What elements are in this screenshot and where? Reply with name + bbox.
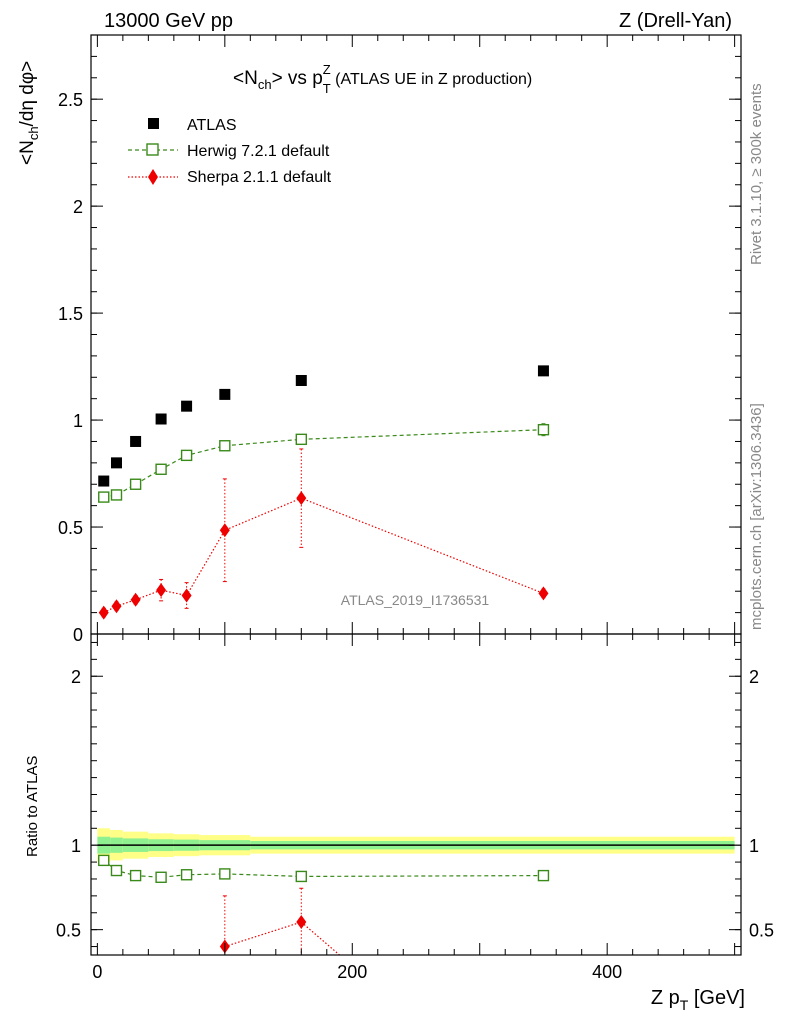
herwig-point — [219, 440, 231, 452]
main-ytick-label: 0.5 — [58, 518, 83, 538]
ylabel-n: <N — [17, 140, 38, 165]
ratio-sherpa-line — [224, 921, 340, 955]
main-ytick-label: 0 — [73, 625, 83, 645]
ratio-ytick-label: 0.5 — [56, 921, 81, 941]
energy-label: 13000 GeV pp — [104, 10, 233, 32]
ratio-sherpa-group — [219, 887, 340, 955]
xtick-label: 400 — [592, 962, 622, 982]
main-ytick-label: 2 — [73, 197, 83, 217]
ratio-ytick-label-right: 0.5 — [749, 921, 774, 941]
legend: ATLAS Herwig 7.2.1 default Sherpa 2.1.1 … — [128, 117, 332, 186]
plot-title: <Nch> vs pZ T (ATLAS UE in Z production) — [233, 62, 532, 96]
legend-sherpa-label: Sherpa 2.1.1 default — [187, 169, 332, 186]
ratio-herwig-point — [537, 869, 550, 882]
herwig-point — [98, 491, 110, 503]
herwig-point — [155, 463, 167, 475]
ratio-ytick-label-right: 2 — [749, 667, 759, 687]
xtick-label: 0 — [92, 962, 102, 982]
herwig-line — [103, 429, 544, 498]
atlas-point — [155, 413, 167, 425]
main-ytick-label: 2.5 — [58, 90, 83, 110]
sherpa-point — [296, 491, 307, 506]
title-vs: > vs p — [272, 68, 323, 89]
sherpa-point — [538, 586, 549, 601]
legend-sherpa-marker — [148, 169, 158, 185]
ratio-ytick-label: 1 — [71, 836, 81, 856]
herwig-point — [129, 478, 142, 490]
xlabel-zp: Z p — [651, 987, 680, 1009]
ratio-ylabel: Ratio to ATLAS — [24, 756, 41, 857]
rivet-label: Rivet 3.1.10, ≥ 300k events — [748, 83, 765, 265]
ratio-herwig-point — [219, 868, 231, 880]
sherpa-point — [219, 523, 230, 538]
xlabel-unit: [GeV] — [688, 987, 745, 1009]
ylabel-rest: /dη dφ> — [17, 61, 38, 127]
atlas-point — [110, 457, 122, 469]
main-ytick-label: 1 — [73, 411, 83, 431]
ratio-herwig-point — [110, 864, 123, 877]
atlas-point — [295, 374, 307, 386]
ratio-herwig-point — [98, 854, 110, 867]
atlas-point — [219, 388, 231, 400]
title-z: Z — [323, 62, 331, 77]
sherpa-point — [111, 599, 122, 614]
ratio-herwig-point — [180, 869, 193, 881]
sherpa-point — [130, 592, 141, 607]
title-t: T — [323, 81, 331, 96]
main-ytick-label: 1.5 — [58, 304, 83, 324]
ratio-herwig-line — [103, 859, 544, 878]
mcplots-label: mcplots.cern.ch [arXiv:1306.3436] — [748, 403, 765, 630]
sherpa-point — [181, 588, 192, 603]
legend-atlas-label: ATLAS — [187, 117, 237, 134]
herwig-point — [295, 433, 307, 446]
ratio-herwig-point — [129, 869, 142, 882]
analysis-watermark: ATLAS_2019_I1736531 — [341, 592, 490, 608]
atlas-point — [98, 475, 110, 487]
legend-herwig-label: Herwig 7.2.1 default — [187, 143, 330, 160]
atlas-point — [181, 400, 193, 412]
ratio-panel-frame — [90, 633, 742, 956]
xlabel-t: T — [680, 997, 689, 1013]
process-label: Z (Drell-Yan) — [619, 10, 732, 32]
herwig-point — [180, 449, 193, 462]
herwig-point — [537, 423, 550, 436]
ratio-ytick-label: 2 — [71, 667, 81, 687]
atlas-point — [130, 435, 142, 447]
ylabel-ch: ch — [26, 126, 41, 140]
ratio-herwig-point — [295, 870, 307, 883]
sherpa-point — [156, 583, 167, 598]
main-ylabel: <Nch/dη dφ> — [17, 61, 41, 165]
xtick-label: 200 — [337, 962, 367, 982]
herwig-point — [110, 489, 123, 501]
title-ch: ch — [258, 77, 272, 92]
atlas-point — [537, 365, 549, 377]
ratio-herwig-point — [155, 871, 167, 883]
xlabel: Z pT [GeV] — [651, 987, 745, 1013]
ratio-ytick-label-right: 1 — [749, 836, 759, 856]
ratio-sherpa-point — [296, 915, 307, 930]
title-rest: (ATLAS UE in Z production) — [331, 71, 533, 88]
legend-atlas-marker — [148, 118, 159, 129]
sherpa-point — [98, 605, 109, 620]
legend-herwig-marker — [146, 143, 159, 156]
title-n: <N — [233, 68, 258, 89]
